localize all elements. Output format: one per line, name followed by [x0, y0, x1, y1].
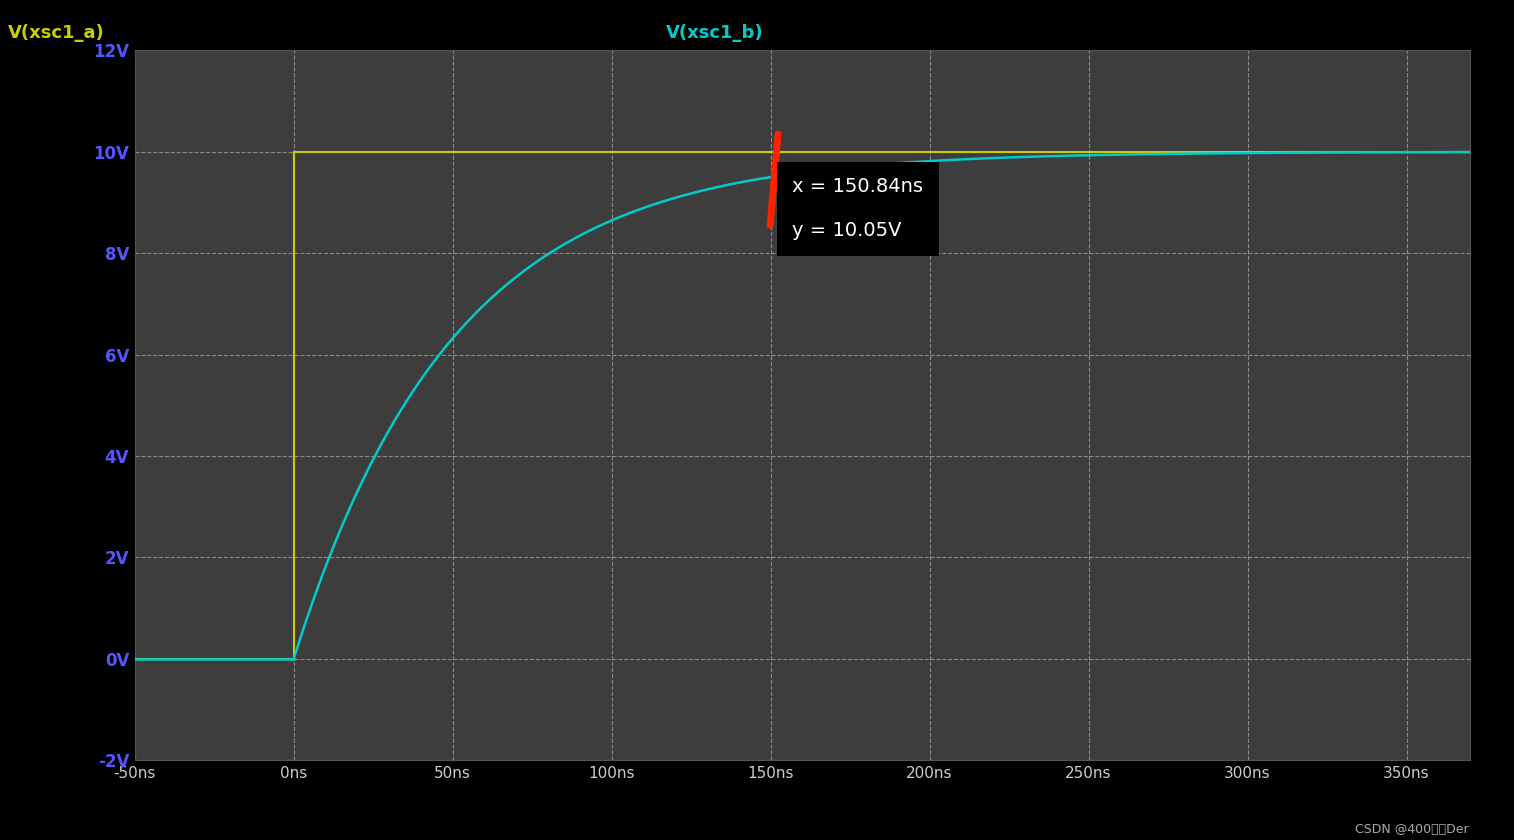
Text: V(xsc1_a): V(xsc1_a)	[8, 24, 104, 42]
Text: x = 150.84ns

y = 10.05V: x = 150.84ns y = 10.05V	[792, 177, 924, 240]
Text: CSDN @400是个Der: CSDN @400是个Der	[1355, 823, 1469, 837]
Text: V(xsc1_b): V(xsc1_b)	[666, 24, 763, 42]
